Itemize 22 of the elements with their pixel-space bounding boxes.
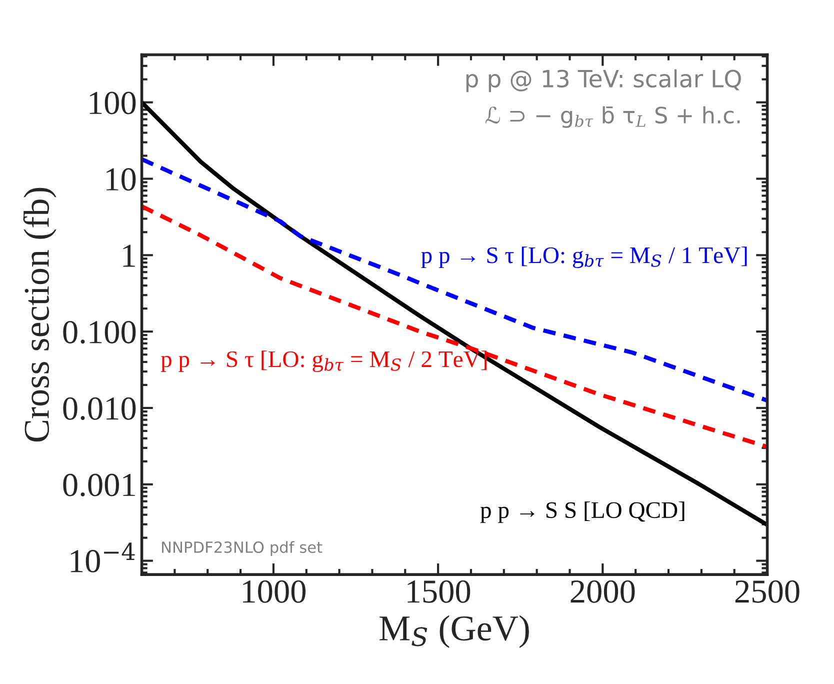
y-tick-label: 1 xyxy=(123,244,135,267)
series-label: p p → S τ [LO: g$_{bτ}$ = M$_{S}$ / 1 TeV] xyxy=(421,246,747,268)
series-label: p p → S S [LO QCD] xyxy=(480,501,684,523)
y-tick-label: 0.001 xyxy=(63,474,135,496)
x-axis-title: M$_{S}$ (GeV) xyxy=(380,615,529,648)
line-series xyxy=(142,204,768,449)
y-tick-label: 100 xyxy=(90,92,136,114)
line-series xyxy=(142,157,768,403)
line-series xyxy=(142,100,768,527)
y-tick-label: 0.010 xyxy=(63,397,136,420)
y-axis-title: Cross section (fb) xyxy=(23,188,56,442)
annotation: p p @ 13 TeV: scalar LQ xyxy=(466,69,741,92)
annotation: NNPDF23NLO pdf set xyxy=(162,541,322,556)
y-tick-label: 0.100 xyxy=(63,320,136,344)
x-tick-label: 2500 xyxy=(735,580,800,603)
x-tick-label: 1500 xyxy=(408,580,470,603)
y-tick-label: 10$^{−4}$ xyxy=(70,542,135,572)
x-tick-label: 2000 xyxy=(570,580,635,603)
y-tick-label: 10 xyxy=(106,168,136,191)
series-label: p p → S τ [LO: g$_{bτ}$ = M$_{S}$ / 2 TeV] xyxy=(160,350,486,372)
x-tick-label: 1000 xyxy=(243,580,306,603)
annotation: ℒ ⊃ − g$_{bτ}$ b̄ τ$_{L}$ S + h.c. xyxy=(486,106,740,128)
